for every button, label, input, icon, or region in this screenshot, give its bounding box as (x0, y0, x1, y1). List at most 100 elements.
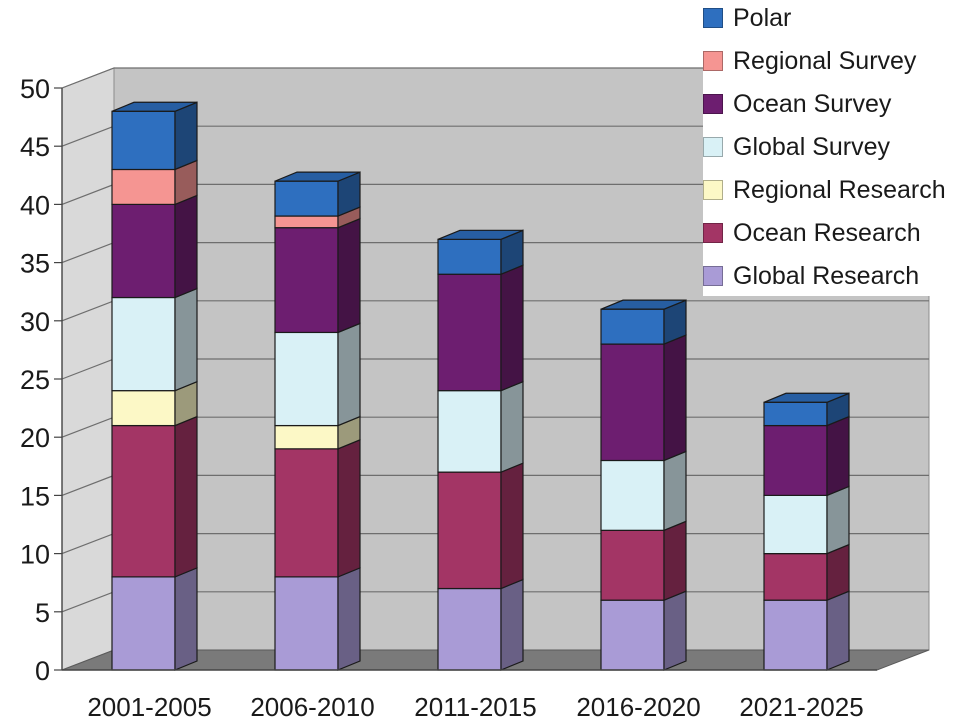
bar-stack-2006-2010 (274, 171, 361, 671)
bar-segment-regional-research-2001-2005 (111, 380, 198, 427)
bar-segment-polar-2011-2015 (437, 229, 524, 276)
bar-side (174, 566, 198, 671)
bar-front (111, 110, 176, 171)
bar-side (500, 264, 524, 392)
legend-item-regional-research: Regional Research (703, 173, 946, 207)
x-tick-label: 2006-2010 (250, 692, 374, 722)
bar-segment-global-research-2006-2010 (274, 566, 361, 671)
bar-stack-2011-2015 (437, 229, 524, 671)
bar-front (274, 448, 339, 578)
bar-segment-ocean-research-2006-2010 (274, 438, 361, 578)
bar-side (663, 450, 687, 532)
bar-segment-regional-research-2006-2010 (274, 415, 361, 450)
bar-side (663, 520, 687, 602)
legend-label: Ocean Survey (733, 89, 892, 118)
bar-front (600, 308, 665, 345)
x-tick-label: 2016-2020 (576, 692, 700, 722)
gridline (61, 67, 929, 89)
y-tick-label: 10 (20, 540, 50, 570)
legend-swatch (703, 8, 723, 28)
bars (111, 101, 850, 671)
legend-label: Global Survey (733, 132, 891, 161)
bar-top (437, 229, 524, 240)
legend-swatch (703, 51, 723, 71)
bar-front (437, 238, 502, 275)
bar-stack-2016-2020 (600, 299, 687, 671)
bar-front (111, 168, 176, 205)
y-tick-label: 35 (20, 249, 50, 279)
bar-front (274, 180, 339, 217)
bar-segment-polar-2006-2010 (274, 171, 361, 217)
bar-side (826, 415, 850, 497)
legend-label: Regional Survey (733, 46, 917, 75)
bar-segment-global-research-2011-2015 (437, 578, 524, 671)
bar-front (111, 390, 176, 427)
bar-segment-global-survey-2006-2010 (274, 322, 361, 427)
y-tick-label: 20 (20, 423, 50, 453)
y-axis: 0 5 10 15 20 25 30 35 40 45 50 (20, 74, 63, 686)
bar-segment-global-research-2021-2025 (763, 590, 850, 671)
bar-side (337, 438, 361, 578)
bar-segment-global-survey-2011-2015 (437, 380, 524, 474)
bar-segment-polar-2021-2025 (763, 392, 850, 427)
bar-stack-2001-2005 (111, 101, 198, 671)
bar-side (500, 380, 524, 474)
bar-side (500, 462, 524, 590)
bar-side (174, 194, 198, 299)
legend-label: Polar (733, 3, 792, 32)
bar-side (826, 543, 850, 602)
legend-item-ocean-research: Ocean Research (703, 216, 921, 250)
bar-top (600, 299, 687, 310)
legend-item-polar: Polar (703, 1, 791, 35)
x-tick-label: 2021-2025 (739, 692, 863, 722)
x-axis: 2001-2005 2006-2010 2011-2015 2016-2020 2021… (62, 669, 877, 722)
y-tick-label: 5 (35, 598, 50, 628)
bar-side (337, 322, 361, 427)
bar-front (274, 576, 339, 671)
bar-front (437, 587, 502, 671)
bar-side (174, 287, 198, 392)
bar-stack-2021-2025 (763, 392, 850, 671)
legend-label: Ocean Research (733, 218, 921, 247)
bar-front (111, 424, 176, 578)
bar-front (600, 459, 665, 531)
bar-front (763, 424, 828, 496)
bar-front (111, 576, 176, 671)
legend-item-regional-survey: Regional Survey (703, 44, 916, 78)
bar-side (174, 101, 198, 171)
bar-front (763, 494, 828, 555)
legend-label: Global Research (733, 261, 920, 290)
bar-segment-global-survey-2001-2005 (111, 287, 198, 392)
bar-front (437, 273, 502, 392)
legend-swatch (703, 266, 723, 286)
bar-segment-ocean-research-2011-2015 (437, 462, 524, 590)
legend-item-ocean-survey: Ocean Survey (703, 87, 891, 121)
bar-side (826, 485, 850, 555)
x-tick-label: 2011-2015 (414, 692, 536, 722)
bar-front (600, 599, 665, 671)
legend-item-global-research: Global Research (703, 259, 919, 293)
bar-segment-ocean-research-2001-2005 (111, 415, 198, 578)
bar-side (826, 590, 850, 671)
bar-front (274, 331, 339, 427)
legend-swatch (703, 137, 723, 157)
legend-label: Regional Research (733, 175, 946, 204)
bar-segment-ocean-survey-2001-2005 (111, 194, 198, 299)
bar-front (763, 599, 828, 671)
bar-segment-global-research-2001-2005 (111, 566, 198, 671)
bar-front (111, 296, 176, 392)
bar-segment-polar-2016-2020 (600, 299, 687, 345)
legend-swatch (703, 180, 723, 200)
y-tick-label: 45 (20, 132, 50, 162)
bar-front (600, 343, 665, 462)
y-tick-label: 40 (20, 190, 50, 220)
bar-segment-regional-survey-2001-2005 (111, 159, 198, 206)
bar-front (111, 203, 176, 299)
y-tick-label: 30 (20, 307, 50, 337)
legend: Polar Regional Survey Ocean Survey Global S… (703, 0, 971, 296)
bar-segment-ocean-survey-2011-2015 (437, 264, 524, 392)
legend-item-global-survey: Global Survey (703, 130, 890, 164)
bar-segment-global-survey-2016-2020 (600, 450, 687, 532)
legend-swatch (703, 223, 723, 243)
y-tick-label: 0 (35, 656, 50, 686)
